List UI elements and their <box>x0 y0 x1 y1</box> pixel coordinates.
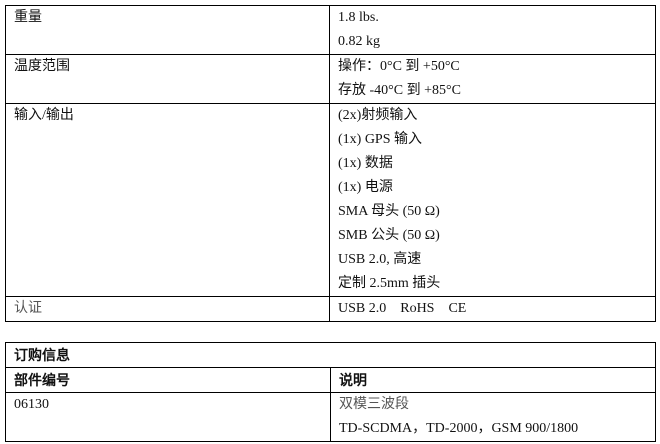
ordering-table: 订购信息 部件编号 说明 06130 双模三波段 TD-SCDMA，TD-2000… <box>5 342 656 442</box>
spec-value-cell: 操作：0°C 到 +50°C 存放 -40°C 到 +85°C <box>329 54 656 104</box>
spec-value: USB 2.0 RoHS CE <box>338 301 467 316</box>
spec-value-cell: 1.8 lbs. 0.82 kg <box>329 5 656 55</box>
spec-label-cell: 输入/输出 <box>5 103 330 297</box>
spec-label: 温度范围 <box>14 59 70 74</box>
table-row: 认证 USB 2.0 RoHS CE <box>5 296 656 322</box>
spec-value: USB 2.0, 高速 <box>338 252 422 267</box>
ordering-title: 订购信息 <box>5 342 656 368</box>
spec-value-cell: (2x)射频输入 (1x) GPS 输入 (1x) 数据 (1x) 电源 SMA 母头 … <box>329 103 656 297</box>
spec-value-cell: USB 2.0 RoHS CE <box>329 296 656 322</box>
spec-label-cell: 温度范围 <box>5 54 330 104</box>
spec-value: (1x) 数据 <box>338 156 393 171</box>
spec-value: 定制 2.5mm 插头 <box>338 276 441 291</box>
spec-value: (1x) GPS 输入 <box>338 132 423 147</box>
spec-value: (1x) 电源 <box>338 180 393 195</box>
spec-table: 重量 1.8 lbs. 0.82 kg 温度范围 操作：0°C 到 +50°C 存放 -4… <box>5 5 656 322</box>
table-row: 重量 1.8 lbs. 0.82 kg <box>5 5 656 55</box>
spec-value: (2x)射频输入 <box>338 108 418 123</box>
part-number-cell: 06130 <box>5 392 331 442</box>
spec-label: 重量 <box>14 10 42 25</box>
table-row: 温度范围 操作：0°C 到 +50°C 存放 -40°C 到 +85°C <box>5 54 656 104</box>
spec-label: 认证 <box>14 301 42 316</box>
spec-label-cell: 重量 <box>5 5 330 55</box>
spec-value: 1.8 lbs. <box>338 10 379 25</box>
spec-value: SMB 公头 (50 Ω) <box>338 228 440 243</box>
spec-value: 操作：0°C 到 +50°C <box>338 59 460 74</box>
table-row: 06130 双模三波段 TD-SCDMA，TD-2000，GSM 900/1800 <box>5 392 656 442</box>
spec-value: 0.82 kg <box>338 34 380 49</box>
spec-label: 输入/输出 <box>14 108 74 123</box>
table-row: 输入/输出 (2x)射频输入 (1x) GPS 输入 (1x) 数据 (1x) 电源 SM… <box>5 103 656 297</box>
spec-value: SMA 母头 (50 Ω) <box>338 204 440 219</box>
description-cell: 双模三波段 TD-SCDMA，TD-2000，GSM 900/1800 <box>330 392 656 442</box>
header-description: 说明 <box>330 367 656 393</box>
spec-label-cell: 认证 <box>5 296 330 322</box>
spec-value: 存放 -40°C 到 +85°C <box>338 83 461 98</box>
header-part-number: 部件编号 <box>5 367 331 393</box>
